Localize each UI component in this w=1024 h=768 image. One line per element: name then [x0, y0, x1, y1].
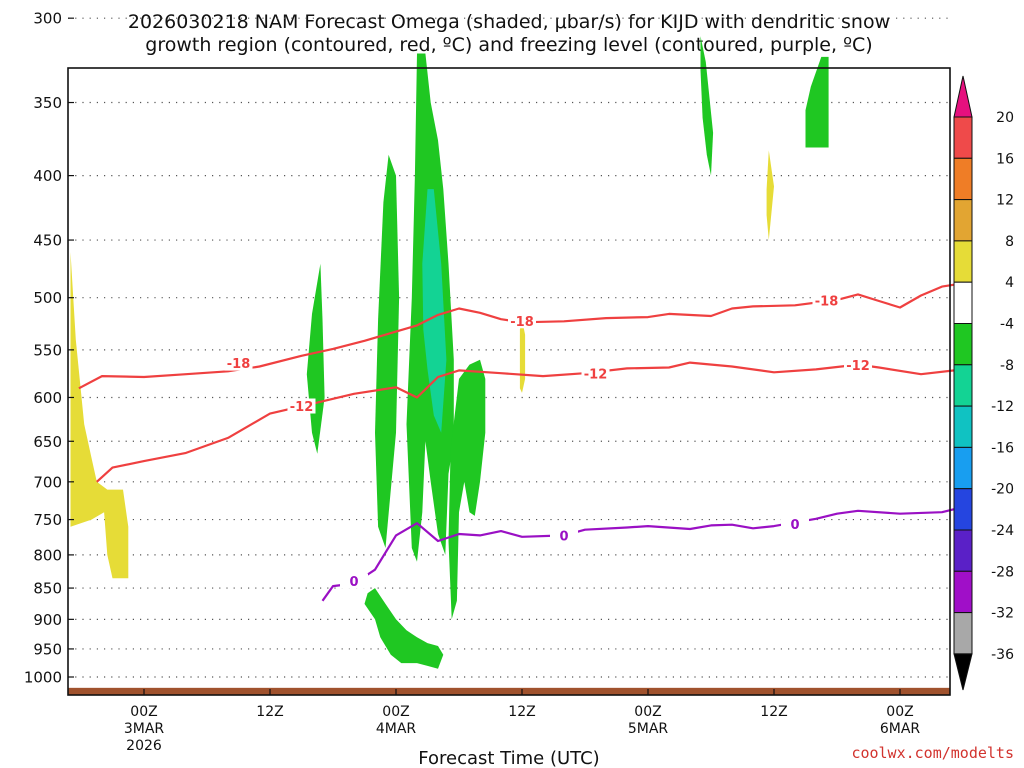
x-tick-label-0-1: 3MAR	[124, 721, 165, 737]
colorbar-bin-9	[953, 488, 973, 531]
colorbar-label-6: -8	[1000, 358, 1014, 374]
contour-label-freezing-level-0-0: 0	[349, 575, 358, 590]
x-tick-label-6-0: 00Z	[886, 704, 913, 720]
colorbar-bin-8	[953, 446, 973, 490]
colorbar-bin-10	[953, 529, 973, 572]
contour-label-bg	[550, 528, 578, 544]
omega-neg4-f	[700, 36, 714, 176]
contour-label-freezing-level-0-2: 0	[790, 518, 799, 533]
omega-pos4-c	[766, 150, 774, 240]
y-tick-label-800: 800	[33, 546, 62, 564]
x-tick-label-2-1: 4MAR	[376, 721, 417, 737]
pressure-axis: 2503003504004505005506006507007508008509…	[24, 10, 74, 687]
contour-label-dgz-minus18-2: -18	[815, 294, 839, 309]
plot-frame	[67, 67, 951, 696]
colorbar-label-1: 16	[996, 151, 1014, 167]
omega-colorbar: 20 16 12 8 4 -4 -8 -12 -16 -20 -24 -28 -32 -36	[953, 75, 1014, 691]
contour-label-bg	[224, 355, 253, 371]
y-tick-label-700: 700	[33, 473, 62, 491]
y-tick-label-650: 650	[33, 433, 62, 451]
y-tick-label-750: 750	[33, 511, 62, 529]
terrain-surface	[68, 687, 950, 695]
y-tick-label-950: 950	[33, 640, 62, 658]
chart-title-line-2: growth region (contoured, red, ºC) and f…	[145, 34, 872, 56]
colorbar-bin-1	[953, 157, 973, 201]
colorbar-bin-6	[953, 364, 973, 407]
contour-label-bg	[508, 313, 536, 329]
y-tick-label-400: 400	[33, 167, 62, 185]
colorbar-bottom-arrow	[953, 653, 973, 691]
colorbar-top-arrow	[953, 75, 973, 118]
credit-text: coolwx.com/modelts	[851, 744, 1014, 762]
colorbar-label-10: -24	[991, 523, 1014, 539]
omega-neg8-a	[422, 189, 447, 433]
colorbar-label-2: 12	[996, 193, 1014, 209]
colorbar-bin-7	[953, 405, 973, 448]
x-tick-label-4-0: 00Z	[634, 704, 661, 720]
contour-label-dgz-minus18-1: -18	[510, 315, 534, 330]
y-tick-label-350: 350	[33, 94, 62, 112]
colorbar-label-11: -28	[991, 564, 1014, 580]
colorbar-bin-12	[953, 612, 973, 655]
contour-label-bg	[844, 357, 872, 373]
omega-shading-layer	[70, 36, 829, 669]
y-tick-label-900: 900	[33, 611, 62, 629]
contour-label-dgz-minus12-0: -12	[290, 400, 314, 415]
colorbar-label-7: -12	[991, 399, 1014, 415]
chart-title-line-1: 2026030218 NAM Forecast Omega (shaded, μ…	[128, 11, 890, 33]
x-tick-label-6-1: 6MAR	[880, 721, 921, 737]
contour-freezing-level-0	[321, 505, 964, 602]
contour-label-bg	[781, 516, 809, 532]
y-tick-label-600: 600	[33, 389, 62, 407]
colorbar-bin-5	[953, 323, 973, 366]
omega-neg4-g	[805, 56, 829, 148]
contour-label-bg	[287, 398, 316, 414]
colorbar-bin-4	[953, 281, 973, 325]
y-tick-label-1000: 1000	[24, 669, 62, 687]
plot-background	[68, 68, 950, 695]
omega-neg4-d	[448, 359, 486, 620]
x-tick-label-3-0: 12Z	[508, 704, 535, 720]
colorbar-bin-3	[953, 240, 973, 283]
omega-pos4-a	[70, 252, 129, 579]
colorbar-bin-0	[953, 116, 973, 159]
omega-neg4-e	[364, 588, 444, 669]
colorbar-label-12: -32	[991, 606, 1014, 622]
contour-dgz-minus12	[96, 361, 964, 483]
contour-label-bg	[812, 292, 841, 308]
colorbar-label-3: 8	[1005, 234, 1014, 250]
contour-label-dgz-minus18-0: -18	[227, 357, 251, 372]
x-tick-label-0-0: 00Z	[130, 704, 157, 720]
contour-label-dgz-minus12-2: -12	[846, 359, 870, 374]
plot-area: -18 -18 -18 -12 -12 -12 0 0 0	[67, 17, 964, 696]
terrain-layer	[68, 687, 950, 695]
y-tick-label-850: 850	[33, 580, 62, 598]
x-tick-label-5-0: 12Z	[760, 704, 787, 720]
x-tick-label-0-2: 2026	[126, 738, 162, 754]
y-tick-label-300: 300	[33, 10, 62, 28]
x-tick-label-4-1: 5MAR	[628, 721, 669, 737]
colorbar-label-8: -16	[991, 440, 1014, 456]
y-tick-label-450: 450	[33, 232, 62, 250]
x-tick-label-1-0: 12Z	[256, 704, 283, 720]
contour-layer: -18 -18 -18 -12 -12 -12 0 0 0	[78, 282, 964, 602]
colorbar-label-5: -4	[1000, 317, 1014, 333]
colorbar-bin-2	[953, 199, 973, 242]
colorbar-label-13: -36	[991, 647, 1014, 663]
y-tick-label-550: 550	[33, 341, 62, 359]
contour-label-freezing-level-0-1: 0	[559, 530, 568, 545]
colorbar-label-4: 4	[1005, 275, 1014, 291]
contour-label-bg	[581, 366, 610, 382]
colorbar-bin-11	[953, 570, 973, 614]
omega-neg4-b	[375, 154, 400, 548]
colorbar-label-0: 20	[996, 110, 1014, 126]
x-axis-label: Forecast Time (UTC)	[418, 748, 599, 768]
colorbar-label-9: -20	[991, 482, 1014, 498]
x-tick-label-2-0: 00Z	[382, 704, 409, 720]
y-tick-label-500: 500	[33, 289, 62, 307]
contour-label-dgz-minus12-1: -12	[584, 368, 608, 383]
contour-label-bg	[340, 573, 368, 589]
